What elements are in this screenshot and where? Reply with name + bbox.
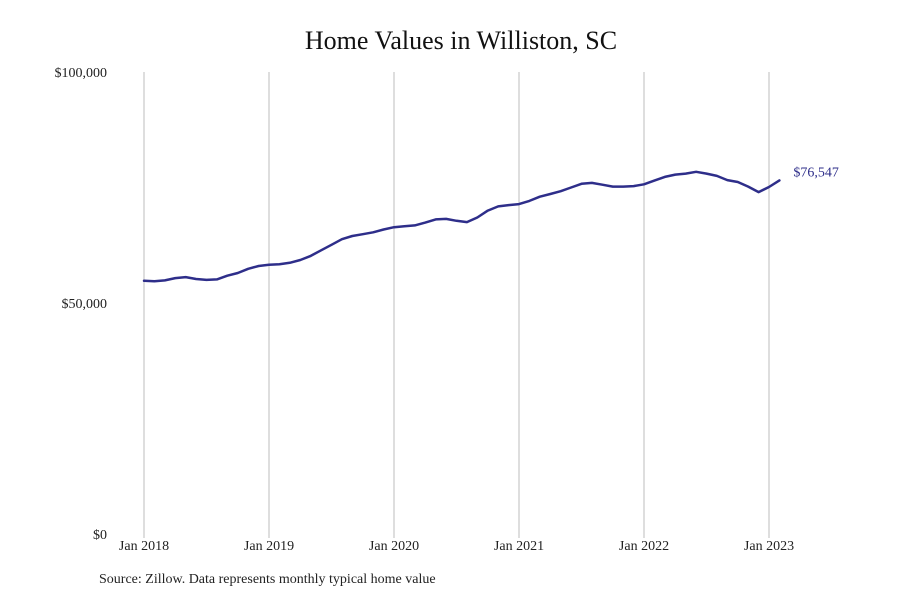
- latest-value-label: $76,547: [793, 165, 839, 180]
- x-tick-label: Jan 2018: [119, 539, 169, 554]
- x-tick-label: Jan 2022: [619, 539, 669, 554]
- y-tick-label: $50,000: [62, 297, 108, 312]
- x-tick-label: Jan 2021: [494, 539, 544, 554]
- x-tick-label: Jan 2023: [744, 539, 794, 554]
- source-note: Source: Zillow. Data represents monthly …: [99, 572, 436, 587]
- x-tick-label: Jan 2020: [369, 539, 419, 554]
- home-value-line: [142, 170, 781, 283]
- x-axis-ticks: Jan 2018 Jan 2019 Jan 2020 Jan 2021 Jan 2022…: [119, 539, 794, 554]
- chart-title: Home Values in Williston, SC: [304, 26, 618, 55]
- y-tick-label: $100,000: [55, 66, 108, 81]
- y-tick-label: $0: [93, 528, 107, 543]
- grid-lines: [143, 72, 770, 538]
- x-tick-label: Jan 2019: [244, 539, 294, 554]
- y-axis-ticks: $0 $50,000 $100,000: [55, 66, 108, 543]
